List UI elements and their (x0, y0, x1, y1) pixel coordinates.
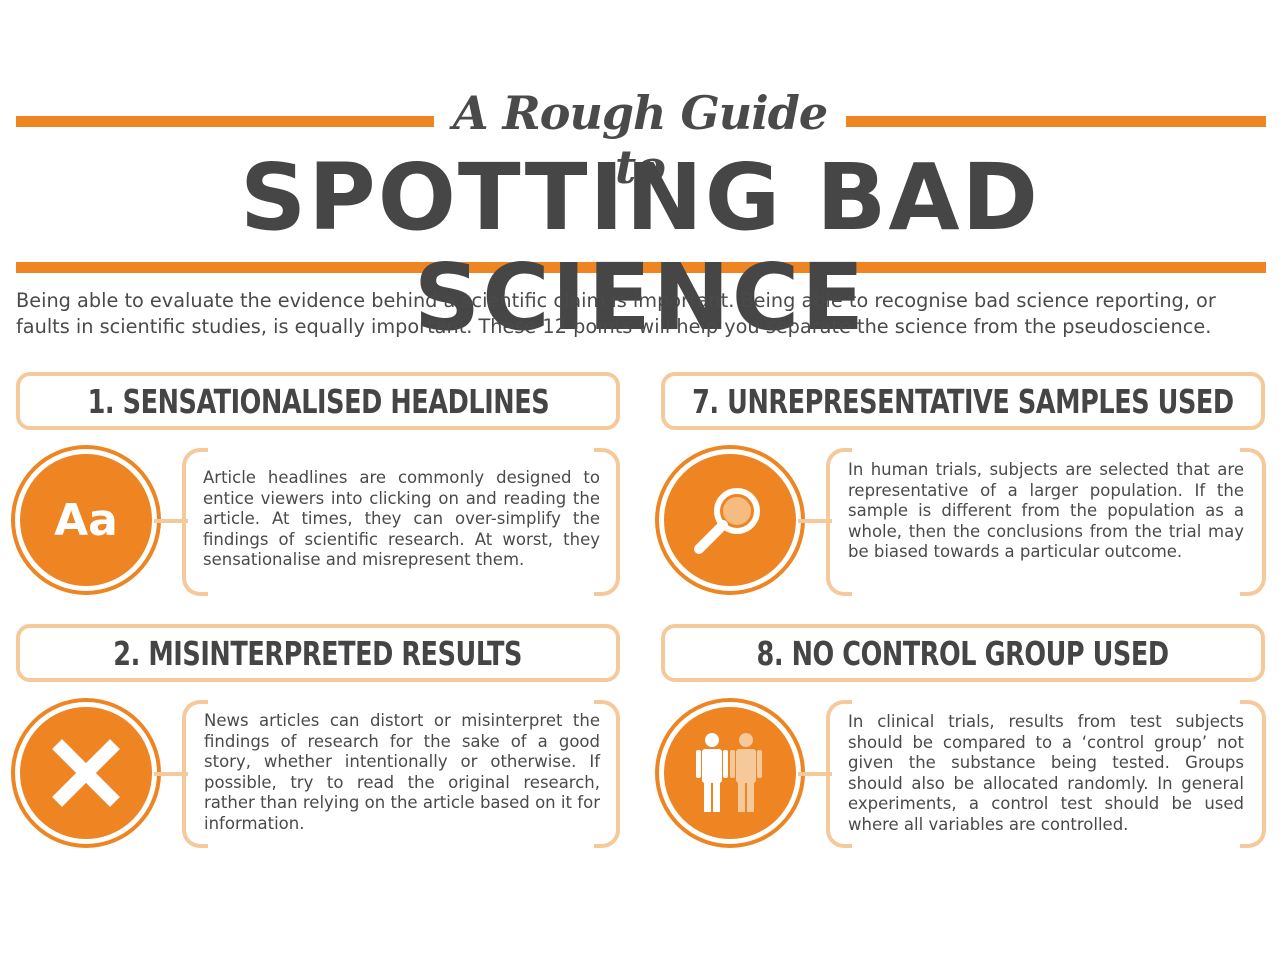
magnifying-glass-icon (694, 488, 760, 554)
point-1-bracket-left (182, 448, 208, 596)
point-8-icon-circle (659, 702, 801, 844)
point-8-bracket-right (1240, 700, 1266, 848)
point-2-body: News articles can distort or misinterpre… (204, 711, 600, 833)
point-2-text-block: News articles can distort or misinterpre… (182, 700, 620, 848)
point-2-icon-circle (15, 702, 157, 844)
point-2-bracket-left (182, 700, 208, 848)
point-8-bracket-left (826, 700, 852, 848)
people-icon (696, 733, 762, 812)
point-7-heading: 7. UNREPRESENTATIVE SAMPLES USED (692, 381, 1234, 421)
point-7-heading-box: 7. UNREPRESENTATIVE SAMPLES USED (661, 372, 1265, 430)
point-7-text-block: In human trials, subjects are selected t… (826, 448, 1266, 596)
header-rule-left (16, 116, 434, 127)
point-1-connector (154, 519, 188, 523)
cross-icon (52, 739, 120, 807)
point-2-heading-box: 2. MISINTERPRETED RESULTS (16, 624, 620, 682)
point-2-connector (154, 772, 188, 776)
point-7-connector (798, 519, 832, 523)
header-rule-bottom (16, 262, 1266, 273)
point-8-body: In clinical trials, results from test su… (848, 712, 1244, 834)
point-8-connector (798, 772, 832, 776)
header-rule-right (846, 116, 1266, 127)
point-8-text-block: In clinical trials, results from test su… (826, 700, 1266, 848)
point-7-bracket-left (826, 448, 852, 596)
page-title: SPOTTING BAD SCIENCE (240, 144, 1040, 351)
point-7-icon-circle (659, 449, 801, 591)
point-1-body: Article headlines are commonly designed … (203, 468, 600, 570)
intro-paragraph: Being able to evaluate the evidence behi… (16, 289, 1216, 338)
point-1-heading-box: 1. SENSATIONALISED HEADLINES (16, 372, 620, 430)
point-2-heading: 2. MISINTERPRETED RESULTS (113, 633, 523, 673)
point-7-bracket-right (1240, 448, 1266, 596)
point-1-bracket-right (594, 448, 620, 596)
point-1-text-block: Article headlines are commonly designed … (182, 448, 620, 596)
point-2-bracket-right (594, 700, 620, 848)
subtitle: A Rough Guide to (452, 86, 828, 194)
point-8-heading: 8. NO CONTROL GROUP USED (756, 633, 1170, 673)
point-1-heading: 1. SENSATIONALISED HEADLINES (87, 381, 549, 421)
point-1-icon-circle: Aa (15, 449, 157, 591)
typography-icon: Aa (54, 494, 118, 546)
point-8-heading-box: 8. NO CONTROL GROUP USED (661, 624, 1265, 682)
point-7-body: In human trials, subjects are selected t… (848, 460, 1244, 562)
